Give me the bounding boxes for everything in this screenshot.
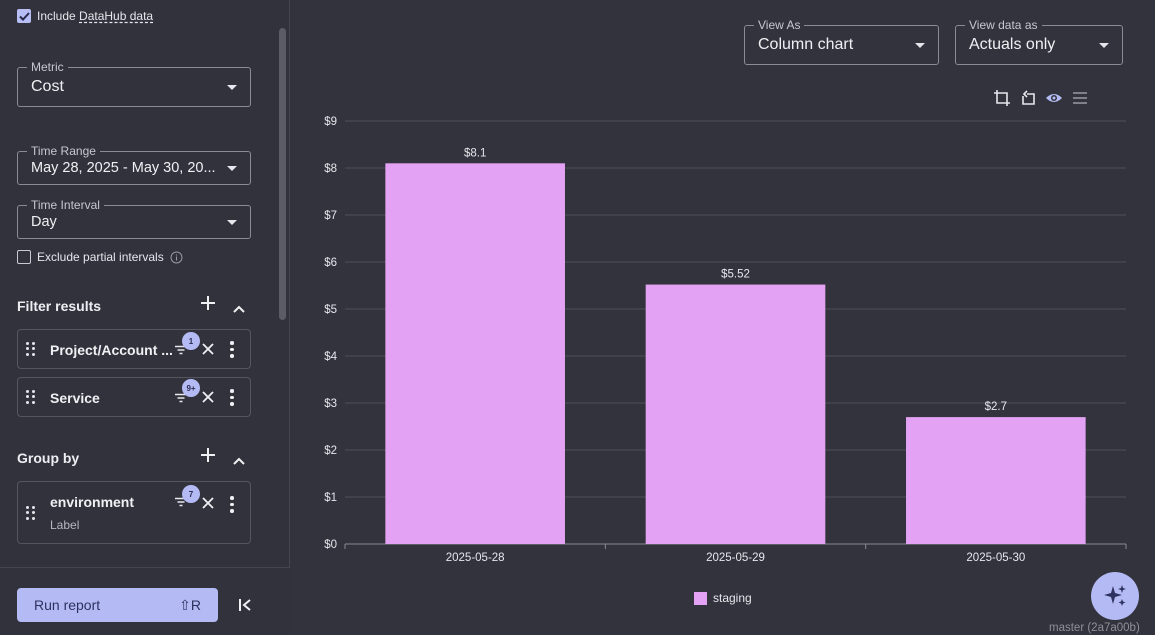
exclude-partial-checkbox[interactable] — [17, 250, 31, 264]
chevron-up-icon — [233, 457, 245, 465]
more-vert-icon[interactable] — [230, 496, 234, 513]
time-interval-value: Day — [31, 214, 57, 230]
time-range-select[interactable]: Time Range May 28, 2025 - May 30, 20... — [17, 144, 251, 185]
filter-label: Project/Account ... — [50, 342, 173, 358]
group-by-title: Group by — [17, 450, 80, 466]
crop-icon[interactable] — [993, 89, 1011, 107]
ai-assistant-button[interactable] — [1091, 572, 1139, 620]
x-tick-label: 2025-05-30 — [966, 552, 1025, 564]
bar[interactable] — [906, 417, 1086, 544]
time-range-label: Time Range — [27, 144, 100, 158]
filter-count-badge: 9+ — [182, 379, 200, 397]
run-report-label: Run report — [34, 597, 101, 613]
chart-toolbar — [993, 89, 1089, 107]
bar[interactable] — [385, 163, 565, 545]
view-as-label: View As — [754, 18, 805, 32]
add-filter-button[interactable] — [200, 295, 216, 315]
view-as-value: Column chart — [758, 36, 854, 53]
time-interval-select[interactable]: Time Interval Day — [17, 198, 251, 239]
y-tick-label: $5 — [324, 304, 337, 316]
filter-count-badge: 1 — [182, 332, 200, 350]
collapse-sidebar-icon[interactable] — [238, 598, 252, 612]
y-tick-label: $3 — [324, 398, 337, 410]
collapse-groups-button[interactable] — [232, 450, 246, 470]
check-icon — [18, 11, 30, 21]
sidebar: Include DataHub data Metric Cost Time Ra… — [0, 0, 290, 635]
exclude-partial-label: Exclude partial intervals — [37, 250, 164, 264]
exclude-partial-row[interactable]: Exclude partial intervals — [17, 250, 183, 264]
x-tick-label: 2025-05-29 — [706, 552, 765, 564]
group-count-badge: 7 — [182, 485, 200, 503]
data-label: $5.52 — [721, 269, 750, 281]
y-tick-label: $4 — [324, 351, 337, 363]
add-group-button[interactable] — [200, 447, 216, 467]
collapse-filters-button[interactable] — [232, 298, 246, 318]
chevron-down-icon — [227, 166, 237, 171]
y-tick-label: $2 — [324, 445, 337, 457]
chevron-down-icon — [1099, 43, 1109, 48]
chevron-down-icon — [227, 85, 237, 90]
metric-value: Cost — [31, 78, 64, 95]
legend-swatch — [694, 591, 707, 605]
y-tick-label: $6 — [324, 257, 337, 269]
view-as-select[interactable]: View As Column chart — [744, 18, 939, 65]
close-icon[interactable] — [202, 343, 214, 355]
y-tick-label: $0 — [324, 539, 337, 551]
y-tick-label: $9 — [324, 116, 337, 128]
chevron-down-icon — [915, 43, 925, 48]
metric-select[interactable]: Metric Cost — [17, 60, 251, 107]
more-vert-icon[interactable] — [230, 341, 234, 358]
chart-legend[interactable]: staging — [694, 591, 752, 605]
metric-label: Metric — [27, 60, 68, 74]
more-vert-icon[interactable] — [230, 389, 234, 406]
view-data-label: View data as — [965, 18, 1042, 32]
data-label: $2.7 — [985, 401, 1007, 413]
info-icon[interactable] — [170, 251, 183, 264]
group-sublabel: Label — [50, 518, 80, 532]
filter-card-service[interactable]: Service 9+ — [17, 377, 251, 417]
plus-icon — [201, 296, 215, 310]
main-panel: View As Column chart View data as Actual… — [291, 0, 1155, 635]
version-label: master (2a7a00b) — [1049, 622, 1140, 634]
filter-card-project[interactable]: Project/Account ... 1 — [17, 329, 251, 369]
sparkle-icon — [1104, 585, 1126, 606]
bar[interactable] — [645, 284, 826, 544]
include-datahub-checkbox[interactable] — [17, 9, 31, 23]
include-datahub-label: Include DataHub data — [37, 9, 154, 23]
y-tick-label: $7 — [324, 210, 337, 222]
sidebar-footer: Run report ⇧R — [0, 567, 290, 635]
view-data-value: Actuals only — [969, 36, 1056, 53]
datahub-link[interactable]: DataHub data — [79, 9, 154, 23]
rotate-crop-icon[interactable] — [1019, 89, 1037, 107]
data-label: $8.1 — [464, 147, 486, 159]
drag-handle-icon[interactable] — [26, 342, 36, 356]
y-tick-label: $8 — [324, 163, 337, 175]
chevron-up-icon — [233, 305, 245, 313]
chevron-down-icon — [227, 220, 237, 225]
group-card-environment[interactable]: environment Label 7 — [17, 481, 251, 544]
time-range-value: May 28, 2025 - May 30, 20... — [31, 160, 216, 176]
eye-icon[interactable] — [1045, 89, 1063, 107]
run-report-button[interactable]: Run report ⇧R — [17, 588, 218, 622]
close-icon[interactable] — [202, 497, 214, 509]
filter-label: Service — [50, 390, 100, 406]
drag-handle-icon[interactable] — [26, 506, 36, 520]
column-chart: $0 $1 $2 $3 $4 $5 $6 $7 $8 $9 $8.1 2025-05-28 $5.52 2… — [324, 116, 1127, 564]
group-label: environment — [50, 494, 135, 510]
menu-icon[interactable] — [1071, 89, 1089, 107]
time-interval-label: Time Interval — [27, 198, 104, 212]
sidebar-scrollbar[interactable] — [279, 28, 286, 320]
legend-label: staging — [713, 591, 752, 605]
drag-handle-icon[interactable] — [26, 390, 36, 404]
x-tick-label: 2025-05-28 — [446, 552, 505, 564]
filter-results-title: Filter results — [17, 298, 102, 314]
run-report-shortcut: ⇧R — [179, 596, 201, 613]
plus-icon — [201, 448, 215, 462]
view-data-select[interactable]: View data as Actuals only — [955, 18, 1123, 65]
close-icon[interactable] — [202, 391, 214, 403]
y-tick-label: $1 — [324, 492, 337, 504]
include-datahub-row[interactable]: Include DataHub data — [17, 9, 153, 23]
